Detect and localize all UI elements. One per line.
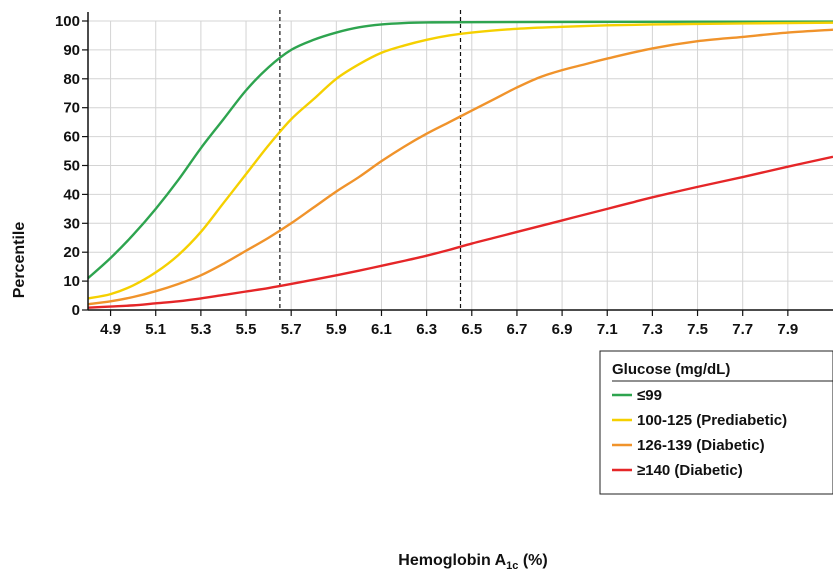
x-tick-label: 6.7: [507, 321, 528, 338]
y-tick-label: 80: [63, 71, 80, 88]
x-tick-label: 5.1: [145, 321, 166, 338]
y-tick-label: 20: [63, 244, 80, 261]
x-tick-label: 5.5: [236, 321, 257, 338]
legend-label: ≥140 (Diabetic): [637, 462, 743, 479]
x-tick-label: 5.9: [326, 321, 347, 338]
x-tick-label: 7.3: [642, 321, 663, 338]
x-tick-label: 7.1: [597, 321, 618, 338]
axes: [82, 12, 833, 316]
x-tick-label: 7.7: [732, 321, 753, 338]
y-tick-label: 40: [63, 186, 80, 203]
series-lines: [87, 20, 833, 309]
x-axis-title-suffix: (%): [518, 552, 547, 569]
y-tick-label: 70: [63, 100, 80, 117]
x-axis-title: Hemoglobin A1c (%): [398, 552, 547, 572]
x-tick-label: 6.5: [461, 321, 482, 338]
x-tick-label: 6.9: [552, 321, 573, 338]
series-line-0: [87, 20, 833, 280]
x-tick-label: 6.1: [371, 321, 392, 338]
series-line-1: [87, 21, 833, 300]
x-tick-label: 7.9: [777, 321, 798, 338]
legend-label: 100-125 (Prediabetic): [637, 412, 787, 429]
x-tick-labels: 4.9 5.1 5.3 5.5 5.7 5.9 6.1 6.3 6.5 6.7 6.9 7.1 7.3 7…: [100, 321, 798, 338]
legend: Glucose (mg/dL) ≤99 100-125 (Prediabetic)…: [599, 350, 833, 495]
legend-label: 126-139 (Diabetic): [637, 437, 765, 454]
y-tick-label: 0: [72, 302, 80, 319]
y-tick-label: 90: [63, 42, 80, 59]
x-tick-label: 7.5: [687, 321, 708, 338]
legend-label: ≤99: [637, 387, 662, 404]
grid: [88, 20, 833, 311]
y-axis-title: Percentile: [11, 222, 28, 299]
series-line-2: [87, 28, 833, 306]
y-tick-label: 100: [55, 13, 80, 30]
x-tick-label: 5.3: [190, 321, 211, 338]
x-tick-label: 4.9: [100, 321, 121, 338]
legend-items: ≤99 100-125 (Prediabetic) 126-139 (Diabeti…: [612, 387, 787, 479]
x-tick-label: 5.7: [281, 321, 302, 338]
x-axis-title-subscript: 1c: [506, 560, 518, 572]
legend-box: [599, 350, 833, 495]
x-tick-label: 6.3: [416, 321, 437, 338]
series-line-3: [87, 155, 833, 309]
reference-lines: [279, 10, 462, 310]
y-tick-label: 10: [63, 273, 80, 290]
y-tick-label: 30: [63, 215, 80, 232]
y-tick-labels: 0 10 20 30 40 50 60 70 80 90 100: [55, 13, 80, 319]
y-tick-label: 60: [63, 129, 80, 146]
y-tick-label: 50: [63, 158, 80, 175]
legend-title: Glucose (mg/dL): [612, 361, 730, 378]
